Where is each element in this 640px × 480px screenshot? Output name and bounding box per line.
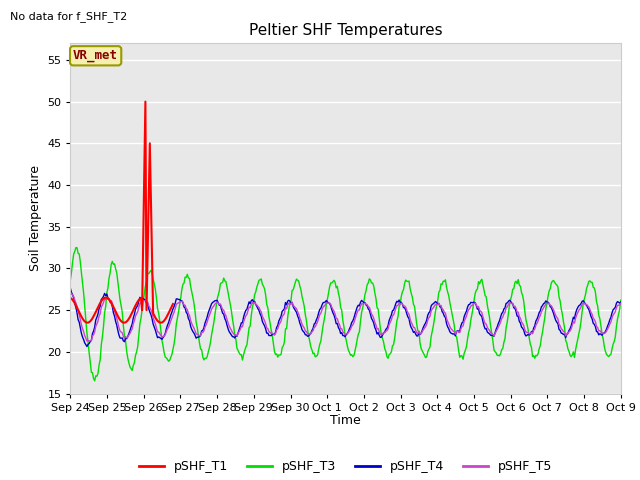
Text: No data for f_SHF_T2: No data for f_SHF_T2 <box>10 11 127 22</box>
pSHF_T3 <box>333 284 341 289</box>
pSHF_T5 <box>329 307 337 312</box>
pSHF_T5 <box>605 324 612 330</box>
Line: pSHF_T4: pSHF_T4 <box>70 288 621 347</box>
Y-axis label: Soil Temperature: Soil Temperature <box>29 166 42 271</box>
Text: VR_met: VR_met <box>73 49 118 62</box>
pSHF_T4 <box>365 307 373 313</box>
pSHF_T4 <box>332 321 340 326</box>
Line: pSHF_T1: pSHF_T1 <box>70 102 173 323</box>
pSHF_T4 <box>519 325 527 331</box>
pSHF_T5 <box>396 300 403 306</box>
Legend: pSHF_T1, pSHF_T3, pSHF_T4, pSHF_T5: pSHF_T1, pSHF_T3, pSHF_T4, pSHF_T5 <box>134 456 557 479</box>
X-axis label: Time: Time <box>330 414 361 427</box>
pSHF_T4 <box>83 344 91 349</box>
pSHF_T5 <box>617 300 625 306</box>
pSHF_T5 <box>519 321 527 326</box>
pSHF_T3 <box>91 378 99 384</box>
Line: pSHF_T3: pSHF_T3 <box>70 248 621 381</box>
pSHF_T4 <box>329 310 337 316</box>
pSHF_T3 <box>396 301 404 307</box>
pSHF_T3 <box>72 245 80 251</box>
pSHF_T4 <box>605 321 612 326</box>
pSHF_T3 <box>520 299 527 304</box>
pSHF_T3 <box>67 277 74 283</box>
pSHF_T4 <box>67 286 74 291</box>
pSHF_T5 <box>67 289 74 295</box>
pSHF_T3 <box>367 277 374 283</box>
Line: pSHF_T5: pSHF_T5 <box>70 292 621 341</box>
pSHF_T5 <box>365 304 373 310</box>
pSHF_T4 <box>617 299 625 305</box>
pSHF_T3 <box>617 297 625 303</box>
pSHF_T1 <box>67 295 74 301</box>
pSHF_T5 <box>85 338 93 344</box>
pSHF_T3 <box>606 352 614 358</box>
Title: Peltier SHF Temperatures: Peltier SHF Temperatures <box>249 23 442 38</box>
pSHF_T5 <box>332 316 340 322</box>
pSHF_T4 <box>396 297 403 303</box>
pSHF_T3 <box>330 277 338 283</box>
